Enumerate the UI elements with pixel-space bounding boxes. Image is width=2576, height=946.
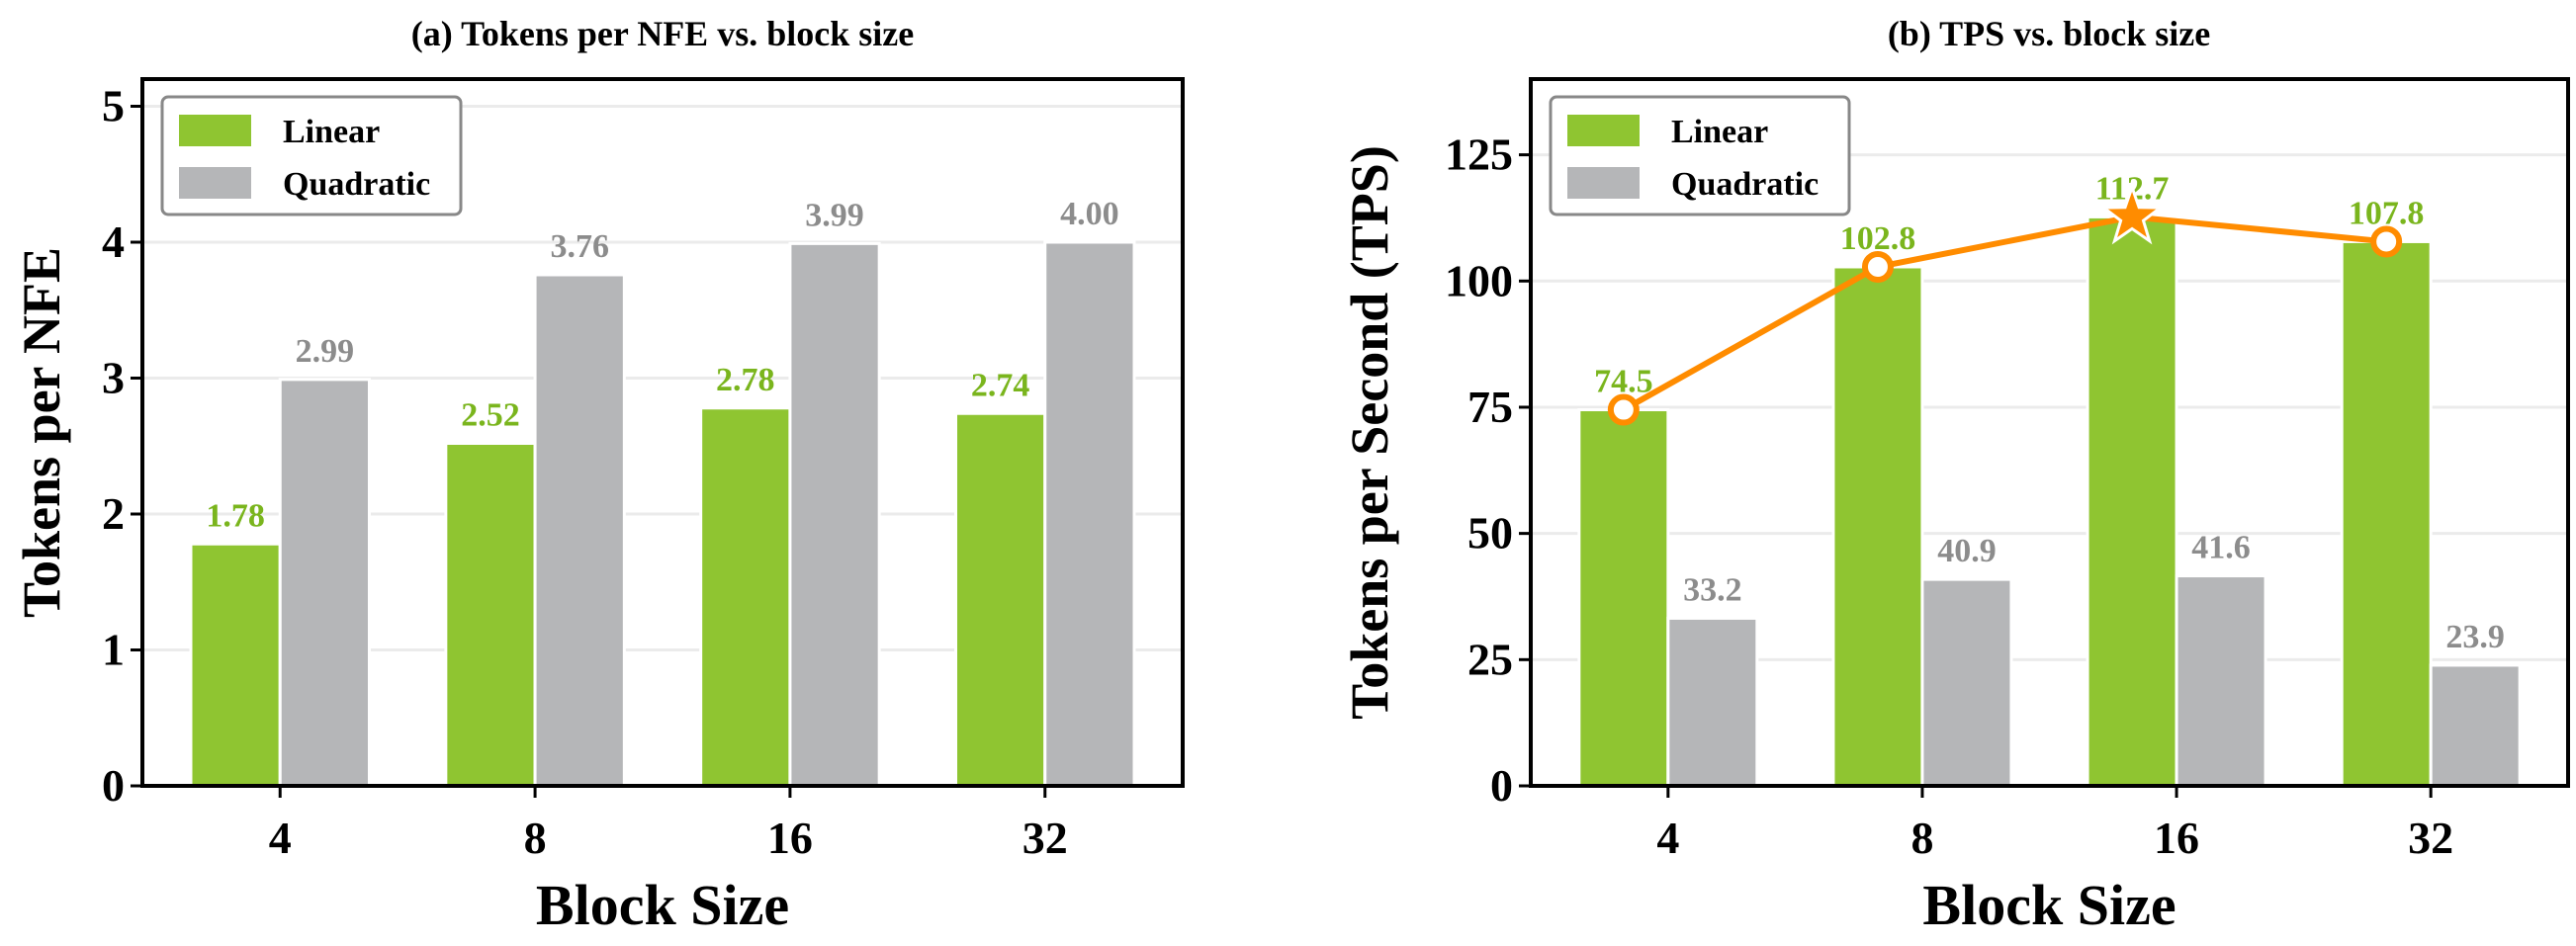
bar-linear-32 — [954, 411, 1047, 788]
y-tick-label: 2 — [102, 488, 125, 539]
y-tick-label: 1 — [102, 625, 125, 675]
y-tick-label: 0 — [1490, 760, 1513, 811]
bar-quadratic-16 — [2175, 574, 2267, 788]
bar-quadratic-8 — [533, 273, 626, 788]
chart-panel-b: 025507510012574.5102.8112.7107.833.240.9… — [1340, 14, 2570, 937]
y-tick-label: 50 — [1467, 508, 1513, 559]
data-label-quadratic: 3.76 — [550, 228, 609, 265]
y-tick-label: 75 — [1467, 382, 1513, 432]
chart-title: (b) TPS vs. block size — [1888, 14, 2210, 53]
y-tick-label: 100 — [1445, 255, 1513, 305]
legend-label-linear: Linear — [283, 114, 380, 150]
x-tick-label: 32 — [2408, 813, 2453, 863]
axes-frame — [1529, 77, 2570, 788]
data-label-quadratic: 40.9 — [1937, 533, 1997, 569]
data-label-quadratic: 3.99 — [805, 197, 864, 233]
data-label-linear: 107.8 — [2349, 195, 2425, 231]
y-tick-label: 4 — [102, 216, 125, 267]
x-axis-label: Block Size — [536, 873, 789, 937]
x-tick-label: 16 — [2154, 813, 2199, 863]
data-label-linear: 2.74 — [971, 367, 1030, 403]
x-tick-label: 8 — [524, 813, 547, 863]
bar-linear-4 — [189, 542, 282, 788]
legend-swatch-linear — [179, 115, 251, 146]
axes-frame — [140, 77, 1185, 788]
x-tick-label: 4 — [1656, 813, 1679, 863]
data-label-quadratic: 33.2 — [1683, 571, 1742, 608]
y-tick-label: 25 — [1467, 634, 1513, 684]
x-tick-label: 16 — [767, 813, 813, 863]
tps-trend-line — [1622, 214, 2387, 413]
legend-swatch-quadratic — [1567, 167, 1640, 199]
bar-linear-16 — [699, 406, 792, 788]
bar-quadratic-4 — [1666, 616, 1759, 788]
y-tick-label: 5 — [102, 81, 125, 131]
max-star-marker — [2099, 182, 2165, 245]
data-label-quadratic: 23.9 — [2445, 619, 2505, 655]
data-label-quadratic: 41.6 — [2191, 530, 2251, 566]
bar-quadratic-16 — [788, 241, 881, 788]
line-point-marker — [1607, 393, 1640, 426]
x-axis-label: Block Size — [1922, 873, 2176, 937]
x-tick-label: 4 — [269, 813, 292, 863]
line-point-marker — [2370, 225, 2403, 258]
chart-panel-a: 0 1 2 3 4 5 1.78 2.52 2.78 2.74 2.99 3.76 3.99 4.00 4 8… — [12, 14, 1185, 937]
y-tick-label: 3 — [102, 353, 125, 403]
bar-quadratic-32 — [1043, 240, 1136, 788]
bar-quadratic-4 — [278, 378, 371, 788]
bar-quadratic-8 — [1920, 577, 2013, 788]
legend-swatch-quadratic — [179, 167, 251, 199]
chart-title: (a) Tokens per NFE vs. block size — [411, 14, 914, 53]
x-tick-label: 8 — [1910, 813, 1933, 863]
y-axis-label: Tokens per Second (TPS) — [1340, 145, 1399, 720]
data-label-quadratic: 2.99 — [296, 333, 355, 370]
legend: Linear Quadratic — [1549, 95, 1851, 216]
y-tick-label: 125 — [1445, 129, 1513, 180]
y-tick-label: 0 — [102, 760, 125, 811]
y-axis-label: Tokens per NFE — [12, 247, 71, 618]
line-point-marker — [1861, 250, 1894, 283]
legend: Linear Quadratic — [160, 95, 463, 216]
data-label-linear: 74.5 — [1594, 364, 1653, 400]
legend-swatch-linear — [1567, 115, 1640, 146]
legend-label-linear: Linear — [1671, 114, 1768, 150]
legend-label-quadratic: Quadratic — [1671, 166, 1819, 203]
bar-quadratic-32 — [2429, 663, 2522, 788]
legend-label-quadratic: Quadratic — [283, 166, 430, 203]
bar-linear-8 — [444, 442, 537, 788]
data-label-linear: 2.78 — [716, 362, 775, 398]
data-label-linear: 2.52 — [461, 397, 520, 434]
bar-linear-32 — [2340, 239, 2433, 788]
data-label-linear: 1.78 — [206, 497, 265, 534]
bar-linear-16 — [2086, 215, 2178, 788]
x-tick-label: 32 — [1022, 813, 1068, 863]
data-label-quadratic: 4.00 — [1060, 196, 1119, 232]
bar-linear-4 — [1577, 408, 1670, 788]
data-label-linear: 102.8 — [1840, 220, 1916, 257]
bar-linear-8 — [1831, 265, 1924, 788]
